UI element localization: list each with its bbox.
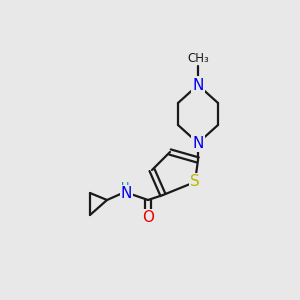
Text: N: N — [121, 186, 132, 201]
Text: H: H — [121, 182, 129, 193]
Text: N: N — [192, 77, 204, 92]
Text: N: N — [192, 136, 204, 151]
Text: CH₃: CH₃ — [187, 52, 209, 64]
Text: S: S — [190, 175, 200, 190]
Text: O: O — [142, 211, 154, 226]
